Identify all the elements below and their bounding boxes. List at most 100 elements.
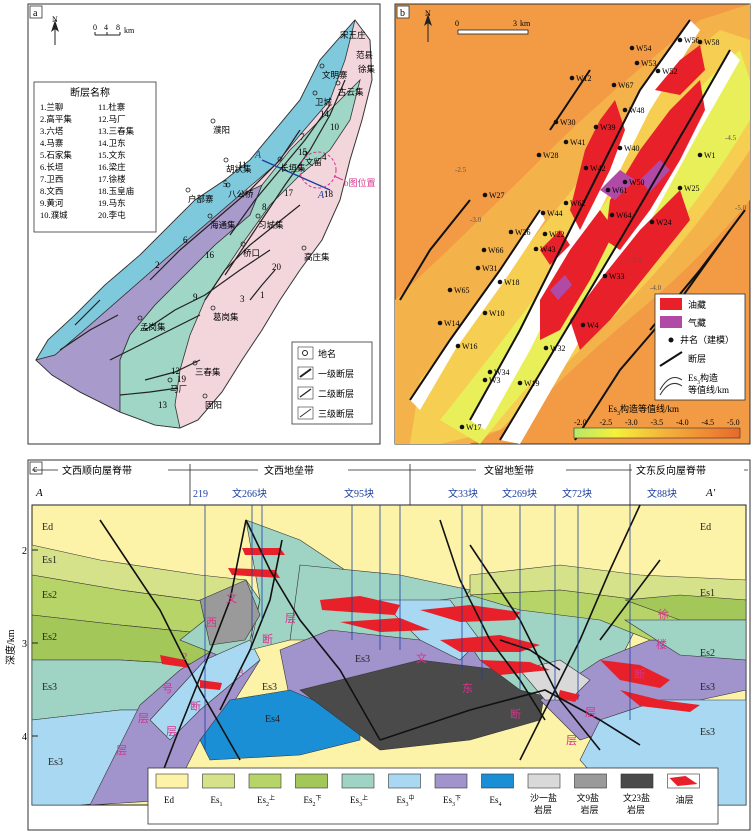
well-marker: [629, 45, 635, 51]
colorbar-tick: -2.0: [574, 418, 587, 427]
place-name: 濮阳: [213, 125, 230, 135]
well-label: W18: [504, 278, 520, 287]
section-well-name: 文269块: [502, 487, 537, 500]
well-label: W28: [543, 151, 559, 160]
fault-text-layer: 层: [116, 744, 127, 757]
well-marker: [497, 279, 503, 285]
map-a-faults: [59, 79, 346, 396]
fault-label: 16: [205, 250, 215, 260]
well-label: W58: [704, 38, 720, 47]
well-label: W41: [570, 138, 586, 147]
fault-label: 17: [284, 188, 294, 198]
well-marker: [563, 139, 569, 145]
legend-swatch: [434, 773, 468, 789]
well-label: W34: [494, 368, 510, 377]
legend-swatch: [527, 773, 561, 789]
section-well-lines: [204, 505, 631, 750]
fault-name-item: 3.六塔: [40, 126, 64, 136]
map-a-scale-bar: 0 4 8 km: [93, 23, 135, 36]
fault-name-item: 12.马厂: [98, 114, 126, 124]
colorbar-tick: -4.0: [676, 418, 689, 427]
fault-text-xulou: 徐: [658, 607, 669, 621]
legend-swatch: [574, 773, 607, 789]
svg-text:N: N: [425, 9, 431, 18]
well-marker: [459, 424, 465, 430]
section-a-left: A: [35, 487, 43, 499]
fault-label: 10: [330, 122, 340, 132]
svg-text:Es2: Es2: [42, 632, 57, 643]
zone-wenxi-ridge: 文西顺向屋脊带: [62, 464, 132, 477]
legend-a-fault3: 三级断层: [318, 408, 354, 419]
well-marker: [617, 145, 623, 151]
well-marker: [605, 187, 611, 193]
legend-b-gas: 气藏: [688, 317, 706, 328]
legend-a-place: 地名: [318, 348, 336, 359]
well-label: W53: [641, 59, 657, 68]
svg-text:km: km: [124, 26, 135, 35]
fault-name-item: 2.高平集: [40, 114, 72, 124]
fault-label: 7: [300, 132, 305, 142]
fault-text-layer: 层: [166, 725, 177, 738]
well-label: W16: [462, 342, 478, 351]
contour-label: -3.5: [630, 256, 642, 264]
well-label: W44: [547, 209, 563, 218]
fault-text-wenxi: 断: [262, 632, 273, 646]
legend-swatch: [295, 773, 328, 789]
fault-text-wendong: 层: [566, 734, 577, 747]
well-label: W39: [600, 123, 616, 132]
colorbar-tick: -4.5: [702, 418, 715, 427]
place-name: 八公桥: [228, 189, 254, 199]
svg-text:8: 8: [116, 23, 120, 32]
svg-text:Es3: Es3: [262, 682, 277, 693]
legend-label: 文9盐: [577, 792, 600, 803]
svg-text:km: km: [520, 19, 531, 28]
well-label: W19: [524, 379, 540, 388]
legend-label: Es2上: [257, 794, 275, 808]
legend-label: Es3中: [397, 794, 415, 808]
section-depth-axis: 深度/km 2 3 4: [4, 546, 38, 743]
colorbar-tick: -5.0: [727, 418, 740, 427]
well-label: W17: [466, 423, 482, 432]
place-name: 三春集: [195, 367, 221, 377]
legend-swatch: [388, 773, 421, 789]
svg-text:4: 4: [104, 23, 108, 32]
legend-b-contour-unit: 等值线/km: [688, 384, 729, 395]
fault-text-xulou: 断: [634, 667, 645, 681]
panel-b: N 0 3 km b W56W54W53W52W67W12W48W30W39W4…: [394, 3, 751, 445]
fault-label: 14: [320, 109, 330, 119]
section-a-right: A': [705, 487, 716, 499]
well-label: W43: [540, 245, 556, 254]
place-name: 范县: [356, 50, 374, 60]
section-well-name: 文266块: [232, 487, 267, 500]
fault-name-item: 1.兰聊: [40, 102, 63, 112]
fault-label: 19: [177, 374, 187, 384]
map-b-north-arrow: N: [424, 9, 432, 42]
well-marker: [540, 210, 546, 216]
legend-label: Es3上: [350, 794, 368, 808]
legend-b-contour: Es3构造: [688, 372, 718, 386]
legend-swatch: [341, 773, 375, 789]
fault-label: 18: [324, 189, 334, 199]
zone-wenxi-horst: 文西地垒带: [264, 464, 314, 477]
well-label: W30: [560, 118, 576, 127]
legend-swatch: [248, 773, 282, 789]
svg-text:Es2: Es2: [700, 648, 715, 659]
place-name: 古云集: [338, 87, 364, 97]
contour-label: -4.5: [725, 134, 737, 142]
svg-text:Es4: Es4: [265, 714, 280, 725]
place-name: 文明寨: [322, 70, 348, 80]
well-label: W4: [587, 321, 599, 330]
well-label: W67: [618, 81, 634, 90]
svg-text:0: 0: [455, 19, 459, 28]
fault-name-item: 18.玉皇庙: [98, 186, 135, 196]
fault-name-item: 17.徐楼: [98, 174, 126, 184]
section-well-name: 文72块: [562, 487, 592, 500]
legend-label: 岩层: [534, 804, 552, 815]
place-name: 户部寨: [188, 194, 214, 204]
well-label: W66: [488, 246, 504, 255]
map-b-legend: 油藏 气藏 井名（建模） 断层 Es3构造 等值线/km: [654, 293, 746, 401]
fault-name-title: 断层名称: [70, 86, 110, 99]
well-label: W32: [550, 344, 566, 353]
